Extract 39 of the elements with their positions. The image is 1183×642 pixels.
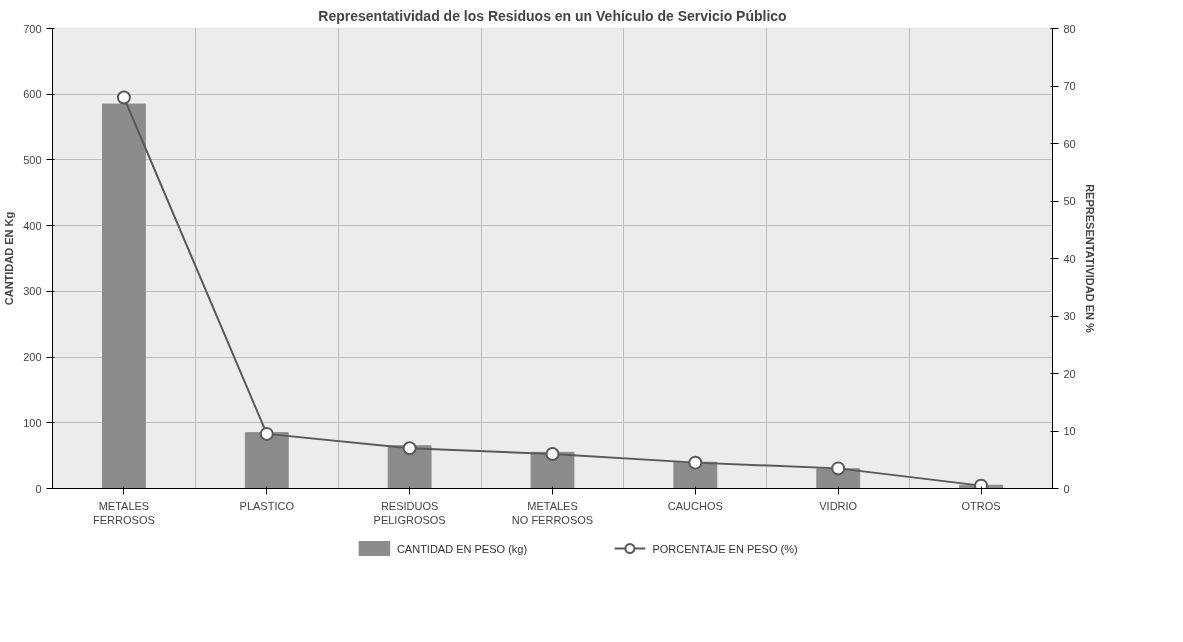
legend-label: PORCENTAJE EN PESO (%) <box>652 542 798 555</box>
point <box>402 441 417 456</box>
y-tick-label: 500 <box>23 153 42 166</box>
bar <box>530 451 575 489</box>
y-tick-label: 300 <box>23 285 42 298</box>
x-tick-label: RESIDUOS PELIGROSOS <box>373 499 446 526</box>
y2-tick-label: 80 <box>1063 22 1076 35</box>
x-tick-label: PLASTICO <box>239 499 295 512</box>
point <box>545 447 560 461</box>
y-tick-label: 0 <box>35 482 42 495</box>
x-tick-label: CAUCHOS <box>667 499 723 512</box>
x-tick-label: METALES NO FERROSOS <box>511 499 594 526</box>
bar <box>102 103 146 489</box>
y-tick-label: 400 <box>23 219 42 232</box>
point <box>831 461 846 476</box>
y2-tick-label: 50 <box>1063 195 1076 207</box>
y2-axis-title: REPRESENTATIVIDAD EN % <box>1083 184 1096 334</box>
y2-tick-label: 10 <box>1063 425 1076 437</box>
y2-tick-label: 40 <box>1063 252 1076 265</box>
point <box>259 426 274 441</box>
x-tick-label: OTROS <box>961 499 1001 512</box>
chart-title: Representatividad de los Residuos en un Vehículo de Servicio Público <box>318 7 787 24</box>
y-tick-label: 100 <box>23 416 42 429</box>
point <box>688 455 703 470</box>
point <box>116 90 131 105</box>
y-axis-title: CANTIDAD EN Kg <box>3 211 16 306</box>
y2-tick-label: 30 <box>1063 310 1076 322</box>
y2-tick-label: 20 <box>1063 367 1076 380</box>
y-tick-label: 600 <box>23 88 42 101</box>
legend-label: CANTIDAD EN PESO (kg) <box>396 542 528 555</box>
bar <box>387 445 432 489</box>
y2-tick-label: 60 <box>1063 137 1076 150</box>
bar <box>244 432 289 489</box>
x-tick-label: METALES FERROSOS <box>93 499 155 526</box>
y-tick-label: 700 <box>23 22 42 35</box>
y2-tick-label: 70 <box>1063 80 1076 92</box>
y-tick-label: 200 <box>23 351 42 364</box>
y2-tick-label: 0 <box>1063 482 1070 495</box>
x-tick-label: VIDRIO <box>819 499 858 512</box>
